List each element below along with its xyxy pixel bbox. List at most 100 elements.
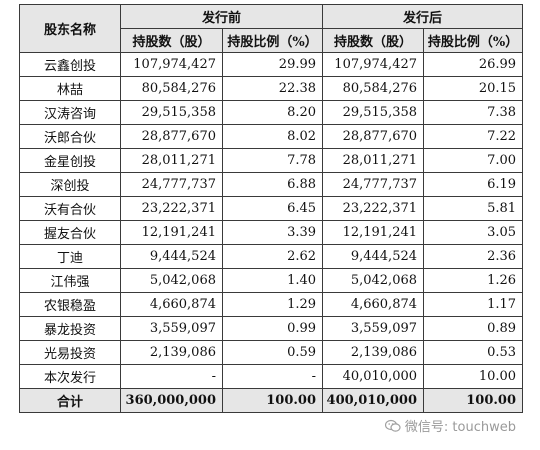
cell-ratio-after: 7.22 (423, 124, 524, 149)
cell-ratio-before: 7.78 (221, 148, 324, 173)
cell-shares-before: 2,139,086 (120, 340, 223, 365)
cell-shares-after: 80,584,276 (322, 76, 425, 101)
table-row: 沃郎合伙 28,877,670 8.02 28,877,670 7.22 (19, 124, 524, 149)
cell-ratio-before: 1.40 (221, 268, 324, 293)
table-row: 沃有合伙 23,222,371 6.45 23,222,371 5.81 (19, 196, 524, 221)
cell-ratio-before: 8.20 (221, 100, 324, 125)
cell-shares-after: 2,139,086 (322, 340, 425, 365)
cell-name: 林喆 (19, 76, 121, 101)
cell-ratio-after: 0.53 (423, 340, 524, 365)
cell-name: 丁迪 (19, 244, 121, 269)
table-body: 云鑫创投 107,974,427 29.99 107,974,427 26.99 林喆 8… (19, 52, 524, 413)
col-header-ratio-before: 持股比例（%） (221, 28, 324, 53)
cell-ratio-after: 6.19 (423, 172, 524, 197)
cell-name: 握友合伙 (19, 220, 121, 245)
table-row: 光易投资 2,139,086 0.59 2,139,086 0.53 (19, 340, 524, 365)
cell-shares-after: 107,974,427 (322, 52, 425, 77)
total-row: 合计 360,000,000 100.00 400,010,000 100.00 (19, 388, 524, 413)
cell-ratio-before: 0.99 (221, 316, 324, 341)
table-row: 江伟强 5,042,068 1.40 5,042,068 1.26 (19, 268, 524, 293)
table-row: 暴龙投资 3,559,097 0.99 3,559,097 0.89 (19, 316, 524, 341)
table-row: 金星创投 28,011,271 7.78 28,011,271 7.00 (19, 148, 524, 173)
cell-shares-before: 9,444,524 (120, 244, 223, 269)
col-header-ratio-after: 持股比例（%） (423, 28, 524, 53)
cell-ratio-after: 26.99 (423, 52, 524, 77)
cell-shares-before: 80,584,276 (120, 76, 223, 101)
cell-ratio-after: 7.00 (423, 148, 524, 173)
shareholding-table: 股东名称 发行前 发行后 持股数（股） 持股比例（%） 持股数（股） 持股比例（… (19, 4, 524, 413)
cell-ratio-before: 0.59 (221, 340, 324, 365)
cell-shares-before: 4,660,874 (120, 292, 223, 317)
cell-ratio-before: 29.99 (221, 52, 324, 77)
group-header-after: 发行后 (322, 4, 524, 29)
total-label: 合计 (19, 388, 121, 413)
cell-ratio-before: 8.02 (221, 124, 324, 149)
cell-ratio-after: 1.26 (423, 268, 524, 293)
col-header-shares-after: 持股数（股） (322, 28, 425, 53)
cell-shares-before: 24,777,737 (120, 172, 223, 197)
cell-ratio-after: 1.17 (423, 292, 524, 317)
cell-ratio-before: 3.39 (221, 220, 324, 245)
table-row: 握友合伙 12,191,241 3.39 12,191,241 3.05 (19, 220, 524, 245)
cell-shares-after: 28,011,271 (322, 148, 425, 173)
cell-name: 本次发行 (19, 364, 121, 389)
cell-shares-before: 28,011,271 (120, 148, 223, 173)
cell-shares-after: 5,042,068 (322, 268, 425, 293)
cell-name: 云鑫创投 (19, 52, 121, 77)
cell-ratio-after: 10.00 (423, 364, 524, 389)
cell-shares-after: 12,191,241 (322, 220, 425, 245)
cell-name: 汉涛咨询 (19, 100, 121, 125)
cell-shares-after: 4,660,874 (322, 292, 425, 317)
cell-shares-before: 28,877,670 (120, 124, 223, 149)
table-row: 丁迪 9,444,524 2.62 9,444,524 2.36 (19, 244, 524, 269)
cell-ratio-before: 22.38 (221, 76, 324, 101)
cell-shares-after: 3,559,097 (322, 316, 425, 341)
cell-shares-before: 23,222,371 (120, 196, 223, 221)
cell-shares-before: - (120, 364, 223, 389)
cell-ratio-after: 3.05 (423, 220, 524, 245)
cell-ratio-before: - (221, 364, 324, 389)
col-header-name: 股东名称 (19, 4, 121, 53)
cell-name: 农银稳盈 (19, 292, 121, 317)
total-ratio-after: 100.00 (423, 388, 524, 413)
table-row: 深创投 24,777,737 6.88 24,777,737 6.19 (19, 172, 524, 197)
cell-name: 深创投 (19, 172, 121, 197)
table-row: 林喆 80,584,276 22.38 80,584,276 20.15 (19, 76, 524, 101)
cell-ratio-after: 2.36 (423, 244, 524, 269)
watermark-text: 微信号: touchweb (404, 420, 516, 435)
cell-shares-before: 29,515,358 (120, 100, 223, 125)
cell-shares-after: 23,222,371 (322, 196, 425, 221)
cell-name: 金星创投 (19, 148, 121, 173)
wechat-icon (384, 419, 401, 432)
cell-shares-after: 40,010,000 (322, 364, 425, 389)
cell-name: 光易投资 (19, 340, 121, 365)
cell-shares-before: 3,559,097 (120, 316, 223, 341)
cell-name: 沃有合伙 (19, 196, 121, 221)
cell-ratio-after: 20.15 (423, 76, 524, 101)
group-header-before: 发行前 (119, 4, 324, 29)
cell-ratio-after: 5.81 (423, 196, 524, 221)
cell-ratio-before: 1.29 (221, 292, 324, 317)
cell-name: 江伟强 (19, 268, 121, 293)
col-header-shares-before: 持股数（股） (120, 28, 223, 53)
total-ratio-before: 100.00 (221, 388, 324, 413)
cell-ratio-after: 7.38 (423, 100, 524, 125)
total-shares-before: 360,000,000 (120, 388, 223, 413)
header-row-group: 股东名称 发行前 发行后 (19, 4, 524, 53)
cell-ratio-before: 6.88 (221, 172, 324, 197)
cell-shares-after: 29,515,358 (322, 100, 425, 125)
header-row-sub: 持股数（股） 持股比例（%） 持股数（股） 持股比例（%） (20, 28, 524, 53)
table-row: 汉涛咨询 29,515,358 8.20 29,515,358 7.38 (19, 100, 524, 125)
cell-shares-before: 5,042,068 (120, 268, 223, 293)
table-row: 农银稳盈 4,660,874 1.29 4,660,874 1.17 (19, 292, 524, 317)
cell-name: 暴龙投资 (19, 316, 121, 341)
cell-shares-after: 9,444,524 (322, 244, 425, 269)
total-shares-after: 400,010,000 (322, 388, 425, 413)
cell-shares-after: 28,877,670 (322, 124, 425, 149)
cell-shares-before: 12,191,241 (120, 220, 223, 245)
table-row: 云鑫创投 107,974,427 29.99 107,974,427 26.99 (19, 52, 524, 77)
cell-ratio-before: 6.45 (221, 196, 324, 221)
cell-shares-after: 24,777,737 (322, 172, 425, 197)
cell-name: 沃郎合伙 (19, 124, 121, 149)
cell-ratio-after: 0.89 (423, 316, 524, 341)
